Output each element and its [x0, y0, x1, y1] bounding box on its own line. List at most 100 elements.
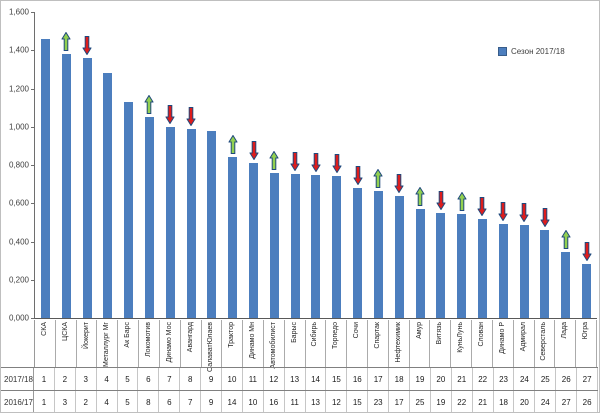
bar-slot	[368, 12, 389, 318]
rank-cell: 16	[264, 391, 285, 412]
y-tick-label: 1,200	[8, 84, 29, 93]
category-cell: Сочи	[347, 320, 368, 367]
y-axis: 0,000 0,200 0,400 0,600 0,800 1,000 1,200 1,400…	[1, 8, 34, 323]
y-tick-label: 0,600	[8, 198, 29, 208]
category-cell: Динамо Мн	[243, 320, 264, 367]
rank-cell: 6	[159, 391, 181, 412]
rank-cell: 4	[97, 391, 118, 412]
trend-down-icon	[477, 196, 488, 217]
bar	[207, 130, 217, 318]
rank-cell: 23	[368, 391, 390, 412]
category-cell: Адмирал	[514, 320, 535, 367]
bar	[269, 172, 279, 318]
rank-cell: 22	[473, 368, 494, 390]
rank-row: 2017/18 1 2 3 4 5 6 7 8 9 10 11 12 13 14 15 16 17 18 19 20 21…	[1, 367, 599, 390]
rank-cell: 13	[306, 391, 327, 412]
bar-slot	[430, 12, 451, 318]
y-tick-label: 0,400	[8, 237, 29, 246]
rank-cell: 9	[201, 368, 223, 390]
bar	[311, 174, 321, 318]
category-cell: Торпедо	[326, 320, 348, 367]
rank-cell: 5	[118, 391, 139, 412]
y-tick-label: 0,000	[8, 313, 29, 323]
bar-slot	[514, 12, 535, 318]
category-label: Динамо Мн	[249, 322, 257, 359]
y-tick-mark	[31, 279, 34, 281]
category-label: Лада	[561, 322, 569, 339]
trend-up-icon	[227, 134, 238, 155]
bar	[249, 163, 259, 318]
bar-slot	[347, 12, 368, 318]
category-cell: Автомобилист	[264, 320, 285, 369]
rank-cell: 14	[222, 391, 243, 412]
category-cell: СКА	[35, 320, 56, 367]
category-label: КуньЛунь	[457, 322, 465, 353]
bar	[519, 225, 529, 318]
bar-slot	[326, 12, 347, 318]
category-cell: СалаватЮлаев	[202, 320, 223, 372]
trend-down-icon	[165, 104, 176, 125]
bar	[290, 173, 300, 318]
bar-slot	[160, 12, 181, 318]
rank-cell: 10	[243, 391, 264, 412]
rank-cell: 2	[55, 368, 76, 390]
rank-cell: 27	[556, 391, 578, 412]
rank-cell: 5	[118, 368, 139, 390]
trend-down-icon	[540, 208, 550, 228]
rank-cell: 12	[264, 368, 285, 390]
category-label: Авангард	[186, 322, 194, 353]
trend-up-icon	[144, 94, 155, 115]
bar-slot	[451, 12, 472, 318]
category-label: ЦСКА	[61, 322, 69, 341]
category-cell: Слован	[472, 320, 493, 367]
trend-down-icon	[352, 165, 363, 186]
rank-cell: 7	[159, 368, 181, 390]
y-tick-mark	[31, 88, 34, 90]
trend-up-icon	[373, 168, 384, 188]
bar	[61, 54, 71, 318]
bar	[436, 212, 446, 318]
rank-cell: 17	[389, 391, 411, 412]
category-cell: ЦСКА	[56, 320, 77, 367]
category-label: Слован	[477, 322, 485, 347]
bar-slot	[139, 12, 160, 318]
category-cell: Барыс	[285, 320, 306, 367]
rank-cell: 4	[97, 368, 118, 390]
legend: Сезон 2017/18	[498, 47, 565, 56]
bar-slot	[389, 12, 410, 318]
y-tick-label: 1,400	[8, 45, 29, 55]
trend-down-icon	[248, 141, 259, 161]
category-label: Металлург Мг	[103, 322, 111, 367]
rank-cell: 26	[577, 391, 599, 412]
rank-cell: 13	[285, 368, 306, 390]
rank-cell: 18	[494, 391, 515, 412]
trend-down-icon	[82, 35, 92, 56]
bar-slot	[243, 12, 264, 318]
bar-slot	[576, 12, 597, 318]
row-header: 2016/17	[1, 391, 34, 412]
bar	[477, 218, 487, 318]
category-cell: Йокерит	[77, 320, 98, 367]
rank-cell: 11	[243, 368, 264, 390]
bar-slot	[181, 12, 202, 318]
category-label: СалаватЮлаев	[207, 322, 215, 372]
bar	[186, 128, 196, 318]
legend-label: Сезон 2017/18	[511, 47, 565, 56]
bar-slot	[493, 12, 514, 318]
rank-cell: 2	[76, 391, 97, 412]
y-tick-label: 1,000	[8, 122, 29, 132]
category-cell: Сибирь	[306, 320, 327, 367]
trend-up-icon	[560, 229, 571, 250]
rank-cell: 9	[201, 391, 223, 412]
bar	[540, 230, 550, 318]
bar	[561, 252, 571, 318]
rank-cell: 6	[138, 368, 160, 390]
rank-cell: 1	[34, 391, 55, 412]
bar	[165, 126, 175, 318]
bar	[373, 190, 383, 318]
category-cell: Трактор	[222, 320, 244, 367]
category-label: Торпедо	[332, 322, 340, 350]
bar	[332, 176, 342, 318]
rank-cell: 18	[389, 368, 411, 390]
category-label: Ак Барс	[124, 322, 132, 348]
